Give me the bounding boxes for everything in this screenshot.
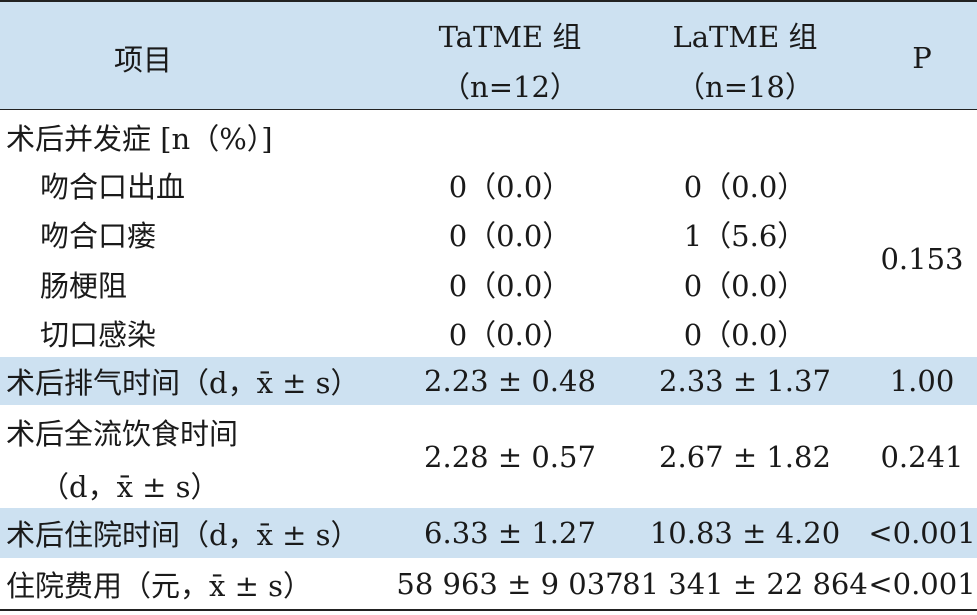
row-label: 术后全流饮食时间 bbox=[6, 417, 239, 451]
row-bg bbox=[0, 357, 977, 405]
p-cell: 0.153 bbox=[880, 242, 964, 276]
value-cell: 10.83 ± 4.20 bbox=[649, 516, 841, 550]
p-cell: <0.001 bbox=[868, 567, 976, 601]
header-cell: LaTME 组 bbox=[672, 20, 818, 54]
p-cell: <0.001 bbox=[868, 516, 976, 550]
value-cell: 2.28 ± 0.57 bbox=[424, 439, 596, 474]
top-rule bbox=[0, 0, 977, 2]
value-cell: 0（0.0） bbox=[448, 317, 572, 352]
p-cell: 1.00 bbox=[889, 364, 955, 398]
value-cell: 2.23 ± 0.48 bbox=[424, 364, 596, 398]
value-cell: 0（0.0） bbox=[448, 219, 572, 254]
value-cell: 81 341 ± 22 864 bbox=[622, 567, 868, 601]
row-bg bbox=[0, 508, 977, 558]
item-label: 吻合口瘘 bbox=[40, 219, 157, 254]
value-cell: 2.33 ± 1.37 bbox=[659, 364, 831, 398]
value-cell: 6.33 ± 1.27 bbox=[424, 516, 596, 550]
value-cell: 0（0.0） bbox=[448, 268, 572, 303]
item-label: 肠梗阻 bbox=[40, 268, 128, 303]
bottom-rule bbox=[0, 609, 977, 611]
value-cell: 1（5.6） bbox=[683, 219, 807, 254]
value-cell: 0（0.0） bbox=[448, 170, 572, 204]
group-label: 术后并发症 [n（%）] bbox=[6, 122, 273, 156]
p-cell: 0.241 bbox=[880, 439, 964, 474]
header-cell: （n=18） bbox=[676, 70, 814, 104]
header-cell: （n=12） bbox=[441, 70, 579, 104]
header-cell: TaTME 组 bbox=[438, 20, 582, 54]
row-label: 术后住院时间（d，x̄ ± s） bbox=[6, 518, 360, 552]
row-label: 术后排气时间（d，x̄ ± s） bbox=[6, 366, 360, 400]
item-label: 吻合口出血 bbox=[40, 170, 186, 204]
value-cell: 2.67 ± 1.82 bbox=[659, 439, 831, 474]
header-cell: 项目 bbox=[113, 43, 173, 77]
value-cell: 0（0.0） bbox=[683, 317, 807, 352]
header-bg bbox=[0, 0, 977, 110]
value-cell: 58 963 ± 9 037 bbox=[396, 567, 624, 601]
header-cell: P bbox=[912, 41, 932, 75]
header-rule bbox=[0, 109, 977, 110]
row-label: 住院费用（元，x̄ ± s） bbox=[6, 569, 312, 603]
value-cell: 0（0.0） bbox=[683, 170, 807, 204]
row-label: （d，x̄ ± s） bbox=[40, 470, 220, 504]
value-cell: 0（0.0） bbox=[683, 268, 807, 303]
item-label: 切口感染 bbox=[40, 317, 157, 352]
